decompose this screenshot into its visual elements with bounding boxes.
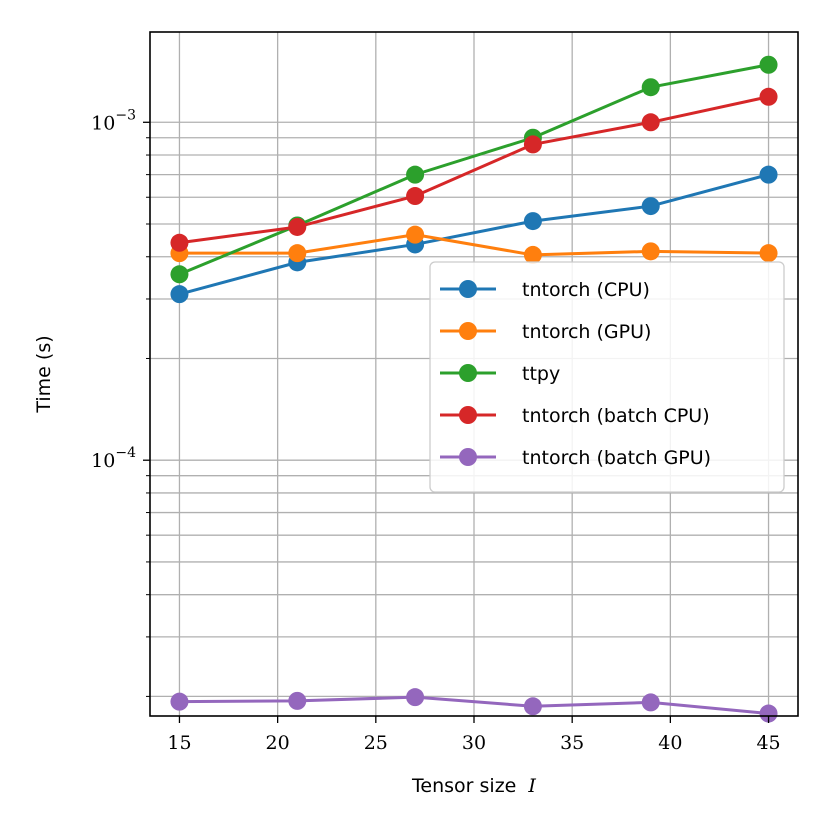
x-axis-ticks: 15 20 25 30 35 40 45 xyxy=(167,716,781,754)
data-point xyxy=(170,285,189,304)
y-tick-label-exponent: −3 xyxy=(115,107,136,123)
legend-label: tntorch (batch GPU) xyxy=(522,447,711,469)
legend-marker xyxy=(459,364,477,382)
data-point xyxy=(641,693,660,712)
x-tick-label: 25 xyxy=(364,732,388,754)
x-axis-label-symbol: I xyxy=(527,775,536,797)
data-point xyxy=(406,165,425,184)
series-line xyxy=(179,95,769,245)
legend-label: ttpy xyxy=(522,363,560,385)
data-point xyxy=(170,692,189,711)
series-tntorch-batch-gpu- xyxy=(170,688,778,723)
data-point xyxy=(288,244,307,263)
y-axis-ticks: 10−410−3 xyxy=(91,107,150,697)
series-line xyxy=(179,173,769,296)
legend-marker xyxy=(459,448,477,466)
y-axis-label: Time (s) xyxy=(33,335,55,413)
x-tick-label: 40 xyxy=(658,732,682,754)
data-point xyxy=(641,242,660,261)
data-point xyxy=(170,233,189,252)
legend-entry: tntorch (batch CPU) xyxy=(440,405,710,427)
y-tick-label: 10−4 xyxy=(91,445,136,472)
legend-entry: tntorch (CPU) xyxy=(440,279,650,301)
legend-marker xyxy=(459,406,477,424)
legend-label: tntorch (CPU) xyxy=(522,279,650,301)
x-axis-label: Tensor size I xyxy=(411,775,536,797)
data-point xyxy=(288,217,307,236)
data-point xyxy=(759,87,778,106)
legend-entry: tntorch (batch GPU) xyxy=(440,447,711,469)
x-tick-label: 15 xyxy=(167,732,191,754)
data-point xyxy=(523,245,542,264)
legend-box xyxy=(429,261,785,493)
legend-entry: tntorch (GPU) xyxy=(440,321,651,343)
data-point xyxy=(523,212,542,231)
legend-label: tntorch (GPU) xyxy=(522,321,651,343)
y-tick-label-base: 10 xyxy=(91,450,115,472)
series-line xyxy=(178,63,769,276)
data-point xyxy=(523,135,542,154)
data-point xyxy=(406,688,425,707)
y-tick-label: 10−3 xyxy=(91,107,136,134)
x-tick-label: 20 xyxy=(266,732,290,754)
data-point xyxy=(170,265,189,284)
legend: tntorch (CPU) tntorch (GPU) ttpy tntorch (b… xyxy=(429,261,785,493)
series-line xyxy=(179,233,769,257)
series-line xyxy=(179,695,769,715)
y-tick-label-base: 10 xyxy=(91,112,115,134)
x-axis-label-text: Tensor size xyxy=(411,775,516,797)
y-tick-label-exponent: −4 xyxy=(115,445,136,461)
legend-label: tntorch (batch CPU) xyxy=(522,405,710,427)
x-tick-label: 45 xyxy=(756,732,780,754)
data-point xyxy=(406,187,425,206)
data-point xyxy=(641,78,660,97)
series-tntorch-batch-cpu- xyxy=(170,87,778,252)
data-point xyxy=(759,55,778,74)
series-layer xyxy=(170,55,778,723)
data-point xyxy=(523,697,542,716)
data-point xyxy=(759,165,778,184)
x-tick-label: 35 xyxy=(560,732,584,754)
data-point xyxy=(641,113,660,132)
legend-marker xyxy=(459,322,477,340)
data-point xyxy=(759,704,778,723)
data-point xyxy=(641,197,660,216)
data-point xyxy=(406,225,425,244)
legend-marker xyxy=(459,280,477,298)
x-tick-label: 30 xyxy=(462,732,486,754)
data-point xyxy=(759,244,778,263)
legend-entry: ttpy xyxy=(440,363,560,385)
data-point xyxy=(288,691,307,710)
